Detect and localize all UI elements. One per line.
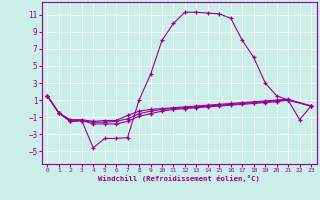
X-axis label: Windchill (Refroidissement éolien,°C): Windchill (Refroidissement éolien,°C) bbox=[98, 175, 260, 182]
